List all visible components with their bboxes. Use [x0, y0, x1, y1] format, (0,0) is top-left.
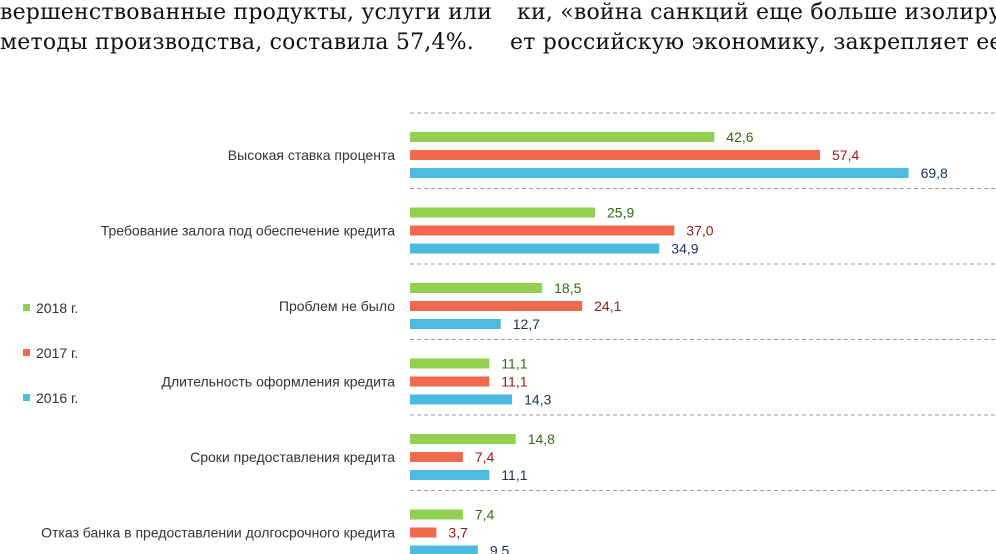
data-label: 11,1: [501, 356, 527, 372]
data-label: 11,1: [501, 467, 527, 483]
category-label: Длительность оформления кредита: [161, 374, 395, 390]
legend-label: 2016 г.: [36, 390, 78, 406]
bar-2016г-2: [410, 319, 501, 329]
bar-2017г-0: [410, 150, 820, 160]
bar-2017г-4: [410, 452, 463, 462]
bar-2016г-5: [410, 545, 478, 554]
category-label: Проблем не было: [279, 298, 395, 314]
data-label: 24,1: [594, 298, 621, 314]
bar-2018г-0: [410, 132, 715, 142]
data-label: 57,4: [832, 147, 859, 163]
bar-2018г-5: [410, 509, 463, 520]
category-label: Отказ банка в предоставлении долгосрочно…: [41, 525, 395, 541]
data-label: 12,7: [513, 316, 540, 332]
data-label: 42,6: [726, 129, 753, 145]
body-text-right-line-1: ки, «война санкций еще больше изолиру-: [517, 0, 996, 25]
bar-2016г-4: [410, 470, 490, 480]
data-label: 9,5: [490, 543, 510, 554]
bar-2017г-5: [410, 527, 437, 538]
data-label: 14,8: [528, 431, 555, 447]
data-label: 7,4: [475, 507, 495, 523]
bar-2018г-4: [410, 434, 516, 444]
bar-2018г-2: [410, 283, 543, 293]
data-label: 34,9: [671, 241, 698, 257]
data-label: 18,5: [554, 280, 581, 296]
data-label: 7,4: [475, 449, 495, 465]
body-text-left-line-2: методы производства, составила 57,4%.: [0, 30, 474, 55]
bar-2018г-3: [410, 358, 490, 369]
body-text-right-line-2: ет российскую экономику, закрепляет ее: [510, 30, 996, 55]
bar-2016г-0: [410, 168, 909, 178]
bar-2017г-1: [410, 225, 675, 236]
body-text-left-line-1: вершенствованные продукты, услуги или: [0, 0, 493, 25]
bar-2018г-1: [410, 207, 595, 218]
bar-2016г-1: [410, 243, 660, 254]
legend-label: 2018 г.: [36, 300, 78, 316]
bar-2016г-3: [410, 394, 513, 405]
legend-label: 2017 г.: [36, 345, 78, 361]
category-label: Сроки предоставления кредита: [190, 449, 395, 465]
legend-swatch: [23, 394, 30, 401]
data-label: 3,7: [448, 525, 468, 541]
data-label: 14,3: [524, 392, 551, 408]
legend-swatch: [23, 349, 30, 356]
bar-2017г-3: [410, 376, 490, 387]
category-label: Высокая ставка процента: [228, 147, 395, 163]
data-label: 11,1: [501, 374, 527, 390]
data-label: 25,9: [607, 205, 634, 221]
legend-swatch: [23, 304, 30, 311]
category-label: Требование залога под обеспечение кредит…: [101, 223, 395, 239]
bar-2017г-2: [410, 301, 583, 311]
data-label: 69,8: [921, 165, 948, 181]
data-label: 37,0: [686, 223, 713, 239]
